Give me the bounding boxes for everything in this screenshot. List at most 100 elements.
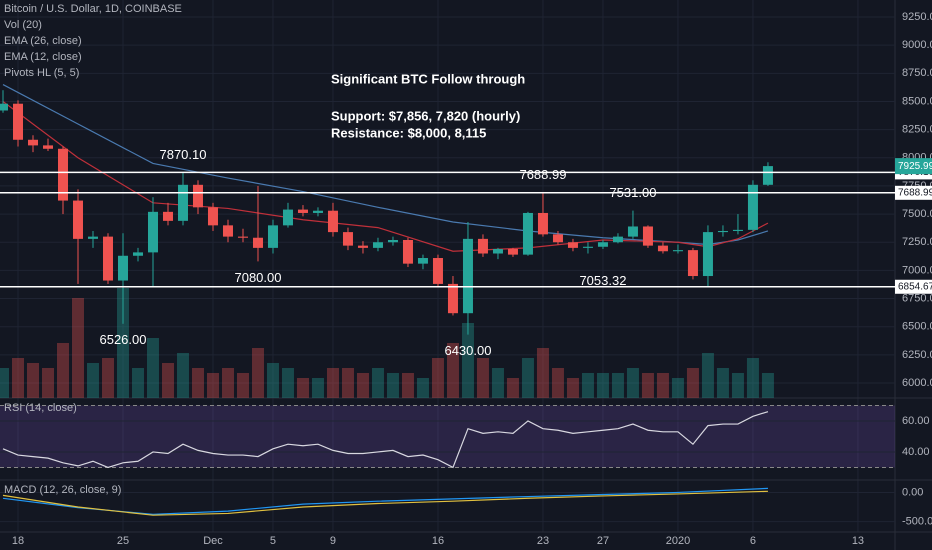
volume-bar [431,358,444,398]
pane-title: RSI (14, close) [4,402,77,414]
last-price-tag [895,158,932,175]
annotation: Significant BTC Follow through [331,71,525,86]
candle-body [12,103,23,140]
volume-bar [686,368,699,398]
candle-body [207,207,218,226]
candle-body [447,283,458,314]
rsi-band [0,405,895,468]
candle-body [492,249,503,254]
pivot-label: 7053.32 [579,273,626,288]
volume-bar [311,378,324,398]
candle-body [147,211,158,253]
candle-body [537,212,548,235]
volume-bar [116,288,129,398]
x-tick-label: 25 [117,535,129,547]
volume-bar [236,373,249,398]
y-tick-label: 6500.00 [902,321,932,333]
volume-bar [701,353,714,398]
volume-bar [341,368,354,398]
indicator-line [2,490,768,516]
volume-bar [446,343,459,398]
level-tag [895,185,932,200]
volume-bar [581,373,594,398]
candle-body [87,236,98,239]
volume-bar [101,358,114,398]
volume-bar [26,363,39,398]
x-tick-label: Dec [203,535,223,547]
legend-entry: Pivots HL (5, 5) [4,67,79,79]
candle-body [582,246,593,248]
legend-entry: EMA (12, close) [4,51,82,63]
x-tick-label: 16 [432,535,444,547]
volume-bar [656,373,669,398]
candle-body [237,236,248,238]
volume-bar [251,348,264,398]
candle-body [507,249,518,255]
candle-body [57,148,68,201]
candle-body [267,225,278,248]
volume-bar [11,358,24,398]
y-tick-label: 60.00 [902,415,930,427]
volume-bar [326,368,339,398]
volume-bar [641,373,654,398]
volume-bar [41,368,54,398]
volume-bar [416,378,429,398]
volume-bar [266,363,279,398]
last-price-label: 7925.99 [898,161,932,172]
volume-bar [131,368,144,398]
volume-bar [611,373,624,398]
volume-bar [626,368,639,398]
volume-bar [71,298,84,398]
y-tick-label: 0.00 [902,486,923,498]
candle-body [342,232,353,246]
y-tick-label: 7500.00 [902,208,932,220]
candle-body [702,232,713,277]
candle-body [387,239,398,243]
legend-entry: Bitcoin / U.S. Dollar, 1D, COINBASE [4,3,182,15]
x-tick-label: 6 [750,535,756,547]
volume-bar [371,368,384,398]
volume-bar [566,378,579,398]
y-tick-label: 8750.00 [902,67,932,79]
volume-bar [476,358,489,398]
candle-body [627,226,638,237]
pivot-label: 7531.00 [609,185,656,200]
volume-bar [521,358,534,398]
level-label: 7688.99 [898,187,932,198]
volume-bar [281,368,294,398]
candle-body [657,245,668,252]
level-tag [895,279,932,294]
volume-bar [551,368,564,398]
candle-body [477,238,488,254]
candle-body [357,245,368,248]
candle-body [162,211,173,221]
candle-body [282,209,293,226]
candle-body [132,252,143,256]
candle-body [252,237,263,248]
y-tick-label: 6250.00 [902,349,932,361]
annotation: Support: $7,856, 7,820 (hourly) [331,108,520,123]
volume-bar [86,363,99,398]
candle-body [42,145,53,149]
y-tick-label: 6750.00 [902,292,932,304]
candle-body [612,236,623,243]
y-tick-label: -500.00 [902,515,932,527]
candle-body [192,184,203,208]
volume-bar [596,373,609,398]
volume-bar [746,358,759,398]
x-tick-label: 18 [12,535,24,547]
pivot-label: 6430.00 [444,343,491,358]
candle-body [417,258,428,264]
candle-body [117,255,128,281]
volume-bar [56,343,69,398]
volume-bar [146,338,159,398]
volume-bar [401,373,414,398]
volume-bar [296,378,309,398]
volume-bar [206,373,219,398]
x-tick-label: 5 [270,535,276,547]
volume-bar [191,368,204,398]
pivot-label: 7870.10 [159,147,206,162]
candle-body [312,210,323,213]
x-tick-label: 9 [330,535,336,547]
candle-body [672,250,683,252]
